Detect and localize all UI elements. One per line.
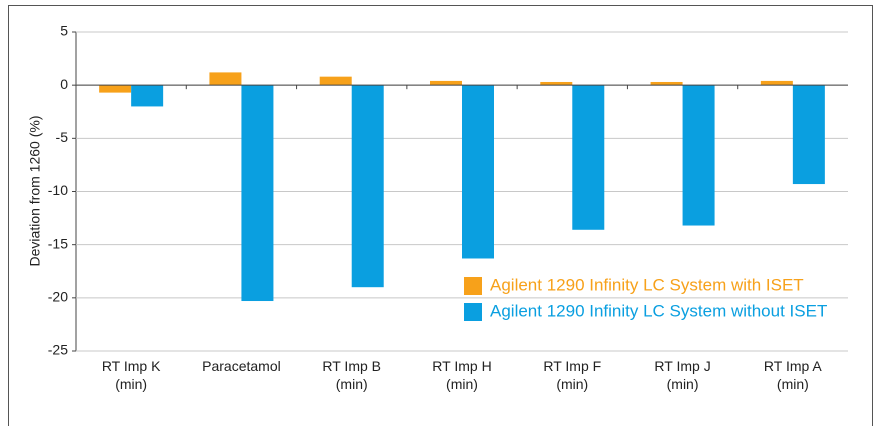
legend-label: Agilent 1290 Infinity LC System with ISE… (490, 275, 804, 294)
bar (540, 81, 573, 86)
y-tick-label: 0 (60, 76, 68, 92)
y-tick-label: -25 (48, 342, 68, 358)
bar (241, 85, 274, 302)
x-tick-label: RT Imp H (min) (432, 358, 491, 392)
legend-swatch (464, 303, 482, 321)
bar (462, 85, 494, 259)
bar (319, 76, 352, 86)
legend-label: Agilent 1290 Infinity LC System without … (490, 301, 827, 320)
y-tick-label: 5 (60, 23, 68, 39)
x-tick-label: RT Imp A (min) (764, 358, 823, 392)
frame (8, 5, 873, 426)
y-axis-label: Deviation from 1260 (%) (27, 116, 43, 267)
bar (572, 85, 605, 230)
x-tick-label: RT Imp K (min) (102, 358, 161, 392)
y-tick-label: -10 (48, 182, 68, 198)
bar (99, 85, 132, 93)
x-tick-label: RT Imp B (min) (322, 358, 381, 392)
bar (760, 80, 793, 86)
bar (209, 72, 242, 86)
x-tick-label: Paracetamol (202, 358, 281, 374)
bar (682, 85, 715, 226)
x-tick-label: RT Imp J (min) (654, 358, 710, 392)
bar (351, 85, 384, 288)
y-tick-label: -5 (56, 129, 69, 145)
y-tick-label: -15 (48, 235, 68, 251)
bar (650, 81, 683, 86)
bar (430, 80, 462, 86)
y-tick-label: -20 (48, 289, 68, 305)
bar (131, 85, 164, 107)
bar (792, 85, 825, 185)
x-tick-label: RT Imp F (min) (543, 358, 601, 392)
legend-swatch (464, 277, 482, 295)
